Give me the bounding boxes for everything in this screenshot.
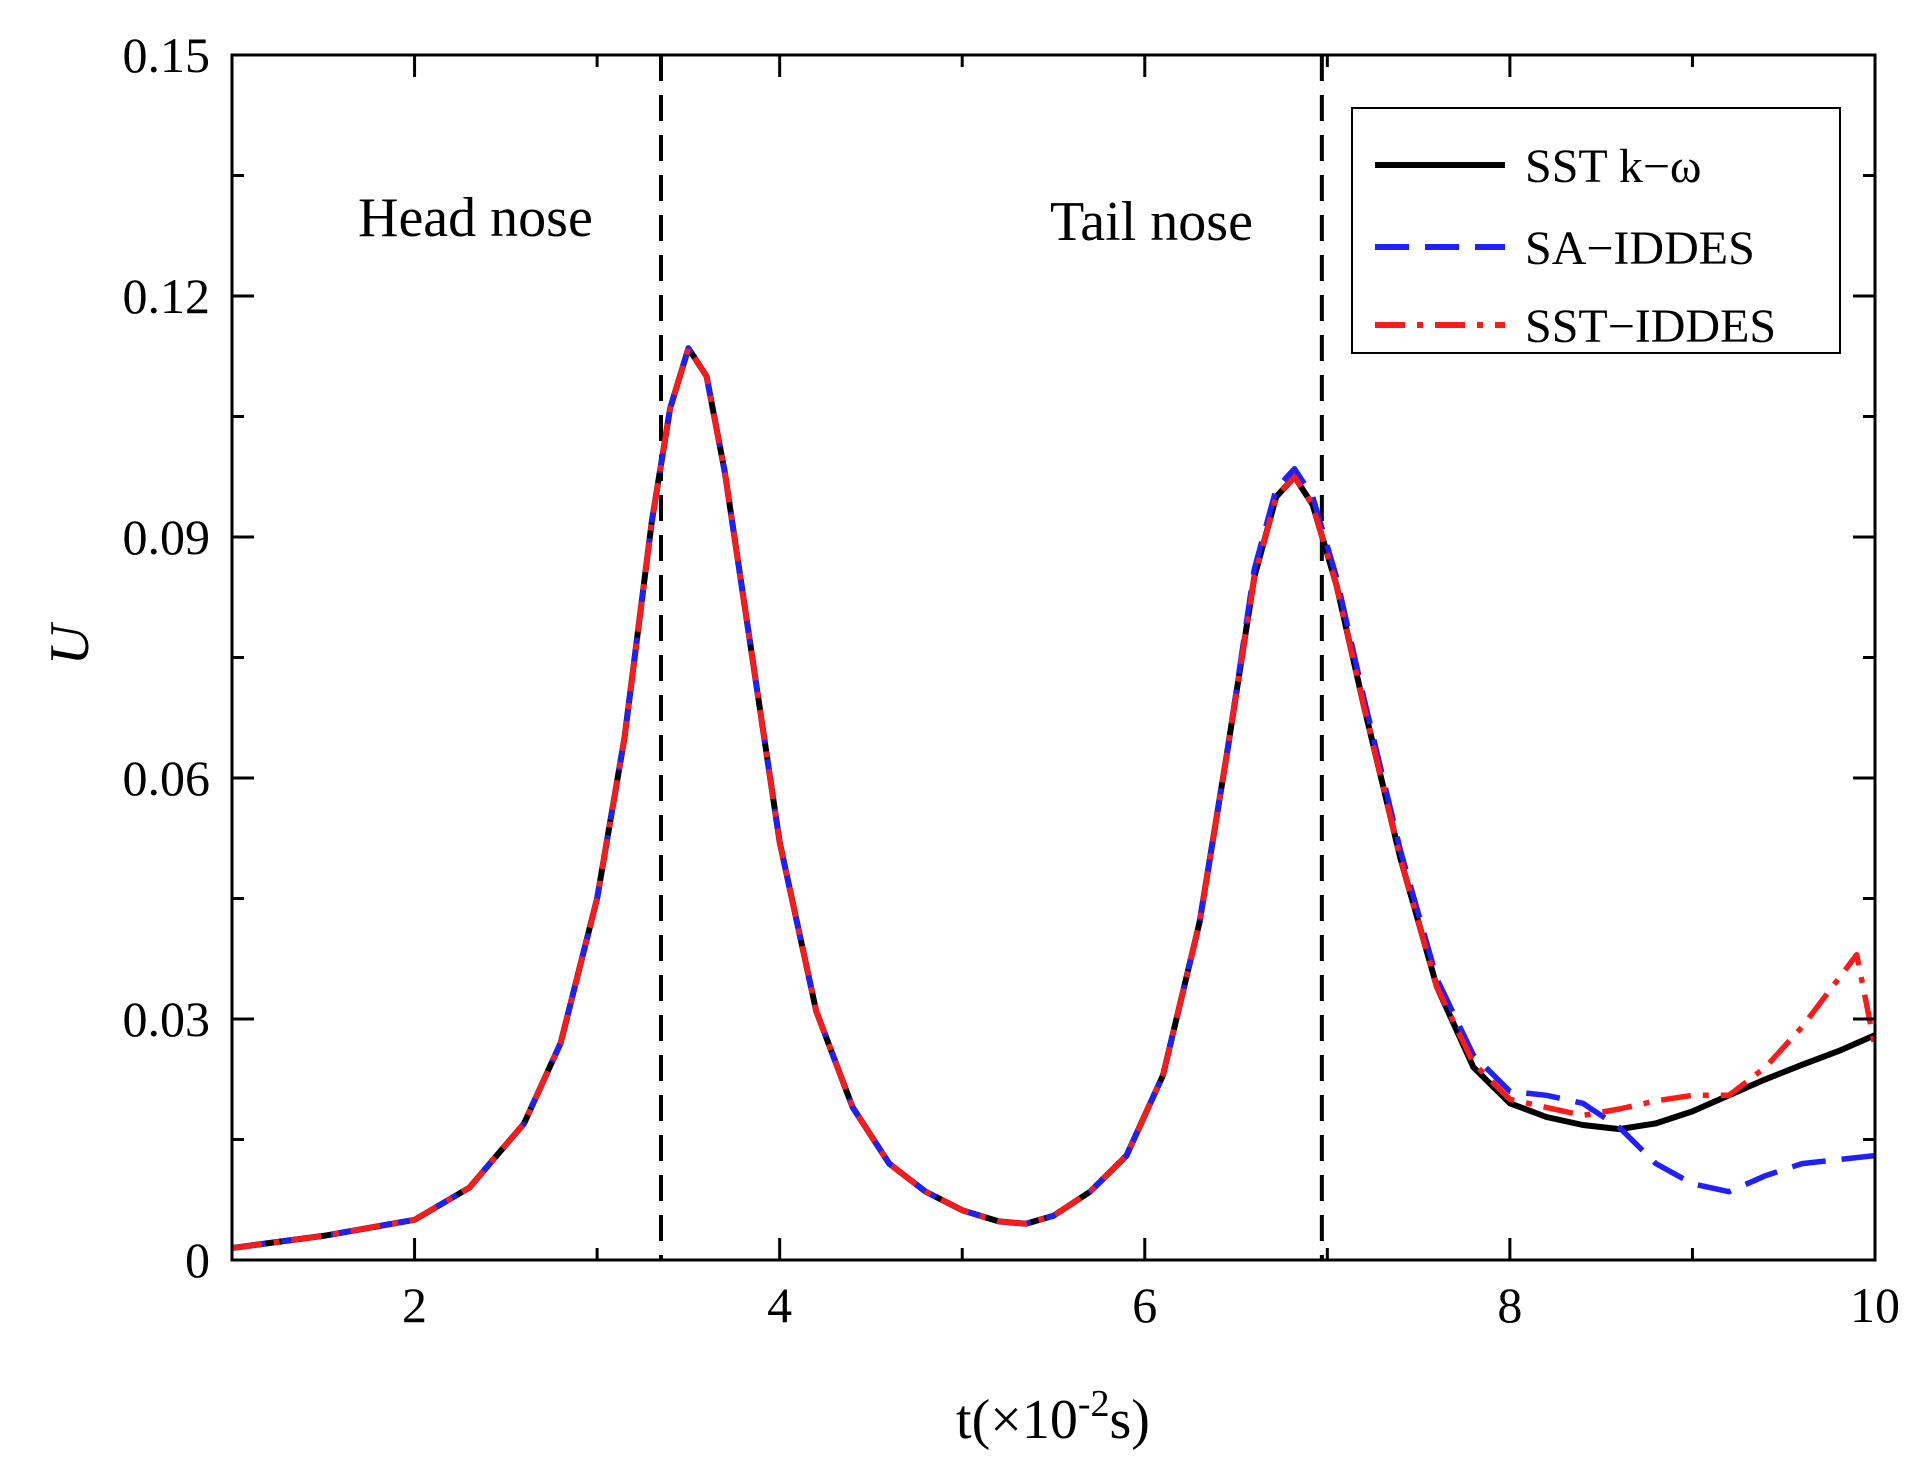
- x-axis-title-unit: s): [1110, 1389, 1150, 1451]
- legend-label-sst-iddes: SST−IDDES: [1525, 300, 1776, 353]
- ref-label-head-nose: Head nose: [358, 187, 593, 249]
- x-tick-label: 8: [1497, 1277, 1522, 1333]
- x-tick-label: 10: [1850, 1277, 1900, 1333]
- legend-box: [1351, 107, 1841, 354]
- legend-label-sst-k-omega: SST k−ω: [1525, 140, 1702, 193]
- series-line-sst-k-omega: [232, 345, 1875, 1251]
- y-tick-label: 0.09: [123, 509, 211, 565]
- y-tick-label: 0.03: [123, 991, 211, 1047]
- x-tick-label: 2: [402, 1277, 427, 1333]
- series-line-sa-iddes: [232, 345, 1875, 1251]
- series-line-sst-iddes: [232, 345, 1875, 1251]
- y-tick-label: 0: [185, 1232, 210, 1288]
- y-axis-title: U: [39, 621, 101, 665]
- x-axis-title-exponent: -2: [1078, 1383, 1110, 1425]
- x-tick-label: 6: [1132, 1277, 1157, 1333]
- y-tick-label: 0.12: [123, 268, 211, 324]
- y-tick-label: 0.06: [123, 750, 211, 806]
- x-tick-label: 4: [767, 1277, 792, 1333]
- y-tick-label: 0.15: [123, 27, 211, 83]
- ref-label-tail-nose: Tail nose: [1050, 191, 1253, 253]
- legend-label-sa-iddes: SA−IDDES: [1525, 222, 1755, 275]
- legend: SST k−ω SA−IDDES SST−IDDES: [1351, 107, 1841, 354]
- x-axis-title: t(×10-2s): [956, 1383, 1150, 1451]
- x-axis-title-main: t(×10: [956, 1389, 1078, 1451]
